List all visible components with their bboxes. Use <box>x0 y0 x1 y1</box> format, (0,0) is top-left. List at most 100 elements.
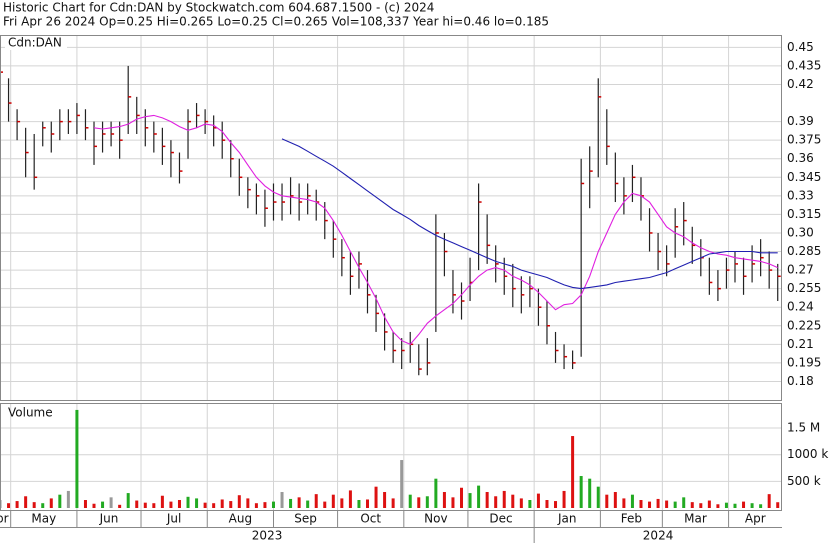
x-tick-label: Nov <box>424 512 447 526</box>
volume-title: Volume <box>8 406 53 420</box>
volume-bar <box>451 497 455 508</box>
volume-panel <box>0 404 782 510</box>
y-tick-label: 1.5 M <box>787 421 820 435</box>
volume-frame <box>0 403 782 511</box>
x-tick-label: Apr <box>745 512 766 526</box>
chart-subtitle: Fri Apr 26 2024 Op=0.25 Hi=0.265 Lo=0.25… <box>3 15 549 29</box>
volume-bar <box>562 490 566 508</box>
volume-bar <box>331 494 335 508</box>
volume-bar <box>554 501 558 508</box>
volume-bar <box>289 498 293 508</box>
y-tick-label: 0.33 <box>787 188 814 202</box>
volume-bar <box>75 409 79 508</box>
volume-bar <box>630 494 634 508</box>
volume-bar <box>203 502 207 508</box>
volume-bar <box>690 502 694 508</box>
x-tick-label: Aug <box>229 512 252 526</box>
price-frame <box>0 35 782 401</box>
y-tick-label: 0.375 <box>787 133 821 147</box>
volume-bar <box>391 498 395 508</box>
x-tick-label: Oct <box>360 512 381 526</box>
volume-bar <box>673 501 677 508</box>
y-tick-label: 0.30 <box>787 225 814 239</box>
volume-bar <box>468 493 472 508</box>
volume-bar <box>118 504 122 508</box>
volume-bar <box>263 502 267 508</box>
volume-bar <box>434 478 438 508</box>
volume-bar <box>579 476 583 508</box>
volume-bar <box>24 496 28 508</box>
volume-bar <box>639 500 643 508</box>
volume-bar <box>494 496 498 508</box>
volume-bar <box>92 503 96 508</box>
volume-bar <box>177 500 181 508</box>
volume-bar <box>648 501 652 508</box>
volume-bar <box>596 486 600 508</box>
volume-bar <box>280 492 284 508</box>
x-tick-label: Jul <box>166 512 181 526</box>
y-tick-label: 1000 k <box>787 447 828 461</box>
volume-bar <box>237 495 241 508</box>
volume-bar <box>374 486 378 508</box>
volume-bar <box>83 500 87 508</box>
volume-bar <box>15 501 19 508</box>
y-tick-label: 0.435 <box>787 58 821 72</box>
y-tick-label: 0.195 <box>787 355 821 369</box>
volume-bar <box>485 492 489 508</box>
volume-bar <box>477 485 481 508</box>
volume-bar <box>750 503 754 508</box>
volume-bar <box>297 497 301 508</box>
volume-bar <box>109 497 113 508</box>
volume-bar <box>41 503 45 508</box>
volume-bar <box>528 500 532 508</box>
y-tick-label: 0.255 <box>787 281 821 295</box>
y-tick-label: 0.315 <box>787 207 821 221</box>
volume-bar <box>365 499 369 508</box>
volume-bar <box>571 436 575 508</box>
x-tick-label: May <box>31 512 56 526</box>
volume-bar <box>169 501 173 508</box>
volume-bar <box>724 502 728 508</box>
y-tick-label: 0.345 <box>787 170 821 184</box>
volume-bar <box>7 503 11 508</box>
volume-bar <box>536 493 540 508</box>
y-tick-label: 0.225 <box>787 318 821 332</box>
volume-bar <box>400 460 404 508</box>
y-tick-label: 0.36 <box>787 151 814 165</box>
volume-bar <box>383 492 387 508</box>
volume-bar <box>340 498 344 508</box>
moving-average <box>93 114 778 345</box>
volume-bar <box>229 501 233 508</box>
volume-bar <box>152 503 156 508</box>
volume-bar <box>665 500 669 508</box>
year-label: 2023 <box>252 529 283 543</box>
chart-title: Historic Chart for Cdn:DAN by Stockwatch… <box>3 1 434 15</box>
y-tick-label: 0.39 <box>787 114 814 128</box>
volume-bar <box>49 498 53 508</box>
volume-bar <box>66 490 70 508</box>
volume-bar <box>186 496 190 508</box>
volume-bar <box>212 503 216 508</box>
volume-bar <box>425 496 429 508</box>
volume-bar <box>220 499 224 508</box>
x-tick-label: pr <box>0 512 9 526</box>
y-tick-label: 0.27 <box>787 263 814 277</box>
volume-bar <box>101 501 105 508</box>
volume-bar <box>622 498 626 508</box>
volume-bar <box>613 492 617 508</box>
x-tick-label: Jun <box>99 512 119 526</box>
volume-bar <box>733 503 737 508</box>
x-tick-label: Mar <box>684 512 707 526</box>
y-tick-label: 0.285 <box>787 244 821 258</box>
volume-bar <box>126 493 130 508</box>
volume-bar <box>682 497 686 508</box>
year-label: 2024 <box>643 529 674 543</box>
y-tick-label: 0.42 <box>787 77 814 91</box>
volume-bar <box>306 500 310 508</box>
volume-bar <box>442 492 446 508</box>
volume-bar <box>699 503 703 508</box>
volume-bar <box>135 500 139 508</box>
x-tick-label: Dec <box>489 512 512 526</box>
volume-bar <box>323 501 327 508</box>
